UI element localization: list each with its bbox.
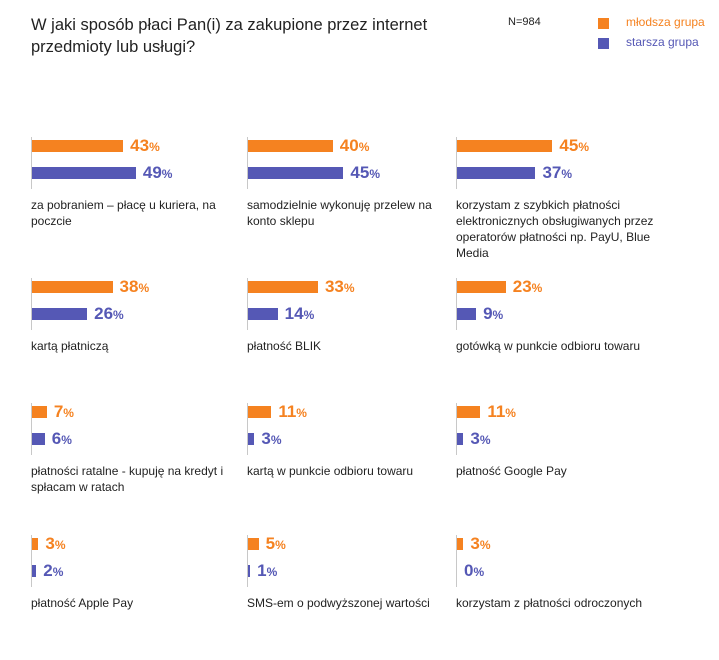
legend-label-mlodsza: młodsza grupa — [626, 15, 705, 29]
category-label: za pobraniem – płacę u kuriera, na poczc… — [31, 198, 216, 228]
category-label: płatność Google Pay — [456, 464, 567, 478]
bar-mlodsza — [457, 406, 481, 418]
bar-mlodsza — [32, 406, 47, 418]
value-label-starsza: 2% — [43, 561, 64, 580]
value-label-starsza: 6% — [51, 429, 72, 448]
category-label: SMS-em o podwyższonej wartości — [247, 596, 430, 610]
category-panel: 3% 2% płatność Apple Pay — [31, 535, 246, 660]
category-panel: 23% 9% gotówką w punkcie odbioru towaru — [456, 278, 671, 403]
bar-starsza — [248, 565, 251, 577]
value-label-mlodsza: 23% — [512, 277, 543, 296]
bar-starsza — [457, 167, 536, 179]
category-panel: 45% 37% korzystam z szybkich płatności ele… — [456, 137, 671, 262]
category-panel: 38% 26% kartą płatniczą — [31, 278, 246, 403]
value-label-mlodsza: 3% — [470, 534, 491, 553]
value-label-mlodsza: 45% — [559, 136, 589, 155]
axis-line — [456, 403, 457, 455]
value-label-mlodsza: 5% — [265, 534, 286, 553]
value-label-mlodsza: 7% — [53, 402, 74, 421]
bar-mlodsza — [32, 538, 39, 550]
category-panel: 43% 49% za pobraniem – płacę u kuriera, na… — [31, 137, 246, 262]
category-label: gotówką w punkcie odbioru towaru — [456, 339, 641, 353]
category-panel: 7% 6% płatności ratalne - kupuję na kredyt… — [31, 403, 246, 528]
axis-line — [31, 535, 32, 587]
sample-size-label: N=984 — [508, 16, 541, 28]
bar-starsza — [32, 167, 136, 179]
axis-line — [456, 137, 457, 189]
category-panel: 3% 0% korzystam z płatności odroczonych — [456, 535, 671, 660]
category-panel: 40% 45% samodzielnie wykonuję przelew na k… — [247, 137, 462, 262]
value-label-starsza: 49% — [142, 163, 173, 182]
axis-line — [456, 535, 457, 587]
bar-mlodsza — [248, 538, 259, 550]
value-label-starsza: 3% — [470, 429, 491, 448]
bar-starsza — [248, 167, 344, 179]
value-label-mlodsza: 11% — [487, 402, 516, 421]
axis-line — [247, 403, 248, 455]
category-panel: 11% 3% płatność Google Pay — [456, 403, 671, 528]
bar-mlodsza — [457, 140, 553, 152]
bar-starsza — [32, 565, 37, 577]
legend-label-starsza: starsza grupa — [626, 35, 699, 49]
bar-mlodsza — [32, 140, 124, 152]
bar-mlodsza — [32, 281, 113, 293]
bar-mlodsza — [248, 281, 318, 293]
value-label-mlodsza: 38% — [119, 277, 150, 296]
bar-starsza — [248, 308, 278, 320]
category-label: płatności ratalne - kupuję na kredyt i s… — [31, 464, 224, 494]
axis-line — [456, 278, 457, 330]
legend-swatch-starsza — [598, 38, 609, 49]
value-label-starsza: 3% — [261, 429, 282, 448]
value-label-starsza: 0% — [464, 561, 485, 580]
axis-line — [247, 535, 248, 587]
value-label-starsza: 9% — [483, 304, 504, 323]
bar-mlodsza — [248, 406, 272, 418]
category-label: płatność BLIK — [247, 339, 322, 353]
value-label-mlodsza: 11% — [278, 402, 307, 421]
bar-starsza — [248, 433, 255, 445]
bar-starsza — [457, 433, 464, 445]
bar-starsza — [32, 433, 45, 445]
category-panel: 11% 3% kartą w punkcie odbioru towaru — [247, 403, 462, 528]
axis-line — [247, 137, 248, 189]
value-label-mlodsza: 43% — [130, 136, 160, 155]
value-label-mlodsza: 3% — [45, 534, 66, 553]
bar-mlodsza — [457, 281, 506, 293]
value-label-starsza: 45% — [350, 163, 380, 182]
chart-title: W jaki sposób płaci Pan(i) za zakupione … — [31, 16, 428, 56]
category-label: korzystam z szybkich płatności elektroni… — [456, 198, 654, 260]
category-panel: 33% 14% płatność BLIK — [247, 278, 462, 403]
bar-mlodsza — [248, 140, 333, 152]
axis-line — [31, 137, 32, 189]
bar-starsza — [32, 308, 88, 320]
value-label-mlodsza: 33% — [324, 277, 355, 296]
value-label-starsza: 37% — [542, 163, 573, 182]
axis-line — [247, 278, 248, 330]
category-label: samodzielnie wykonuję przelew na konto s… — [247, 198, 432, 228]
value-label-starsza: 26% — [94, 304, 124, 323]
bar-starsza — [457, 308, 477, 320]
bar-mlodsza — [457, 538, 464, 550]
category-label: płatność Apple Pay — [31, 596, 134, 610]
legend-swatch-mlodsza — [598, 18, 609, 29]
category-label: korzystam z płatności odroczonych — [456, 596, 643, 610]
value-label-starsza: 14% — [284, 304, 315, 323]
category-label: kartą w punkcie odbioru towaru — [247, 464, 414, 478]
axis-line — [31, 278, 32, 330]
axis-line — [31, 403, 32, 455]
category-label: kartą płatniczą — [31, 339, 109, 353]
value-label-mlodsza: 40% — [339, 136, 370, 155]
category-panel: 5% 1% SMS-em o podwyższonej wartości — [247, 535, 462, 660]
value-label-starsza: 1% — [257, 561, 278, 580]
